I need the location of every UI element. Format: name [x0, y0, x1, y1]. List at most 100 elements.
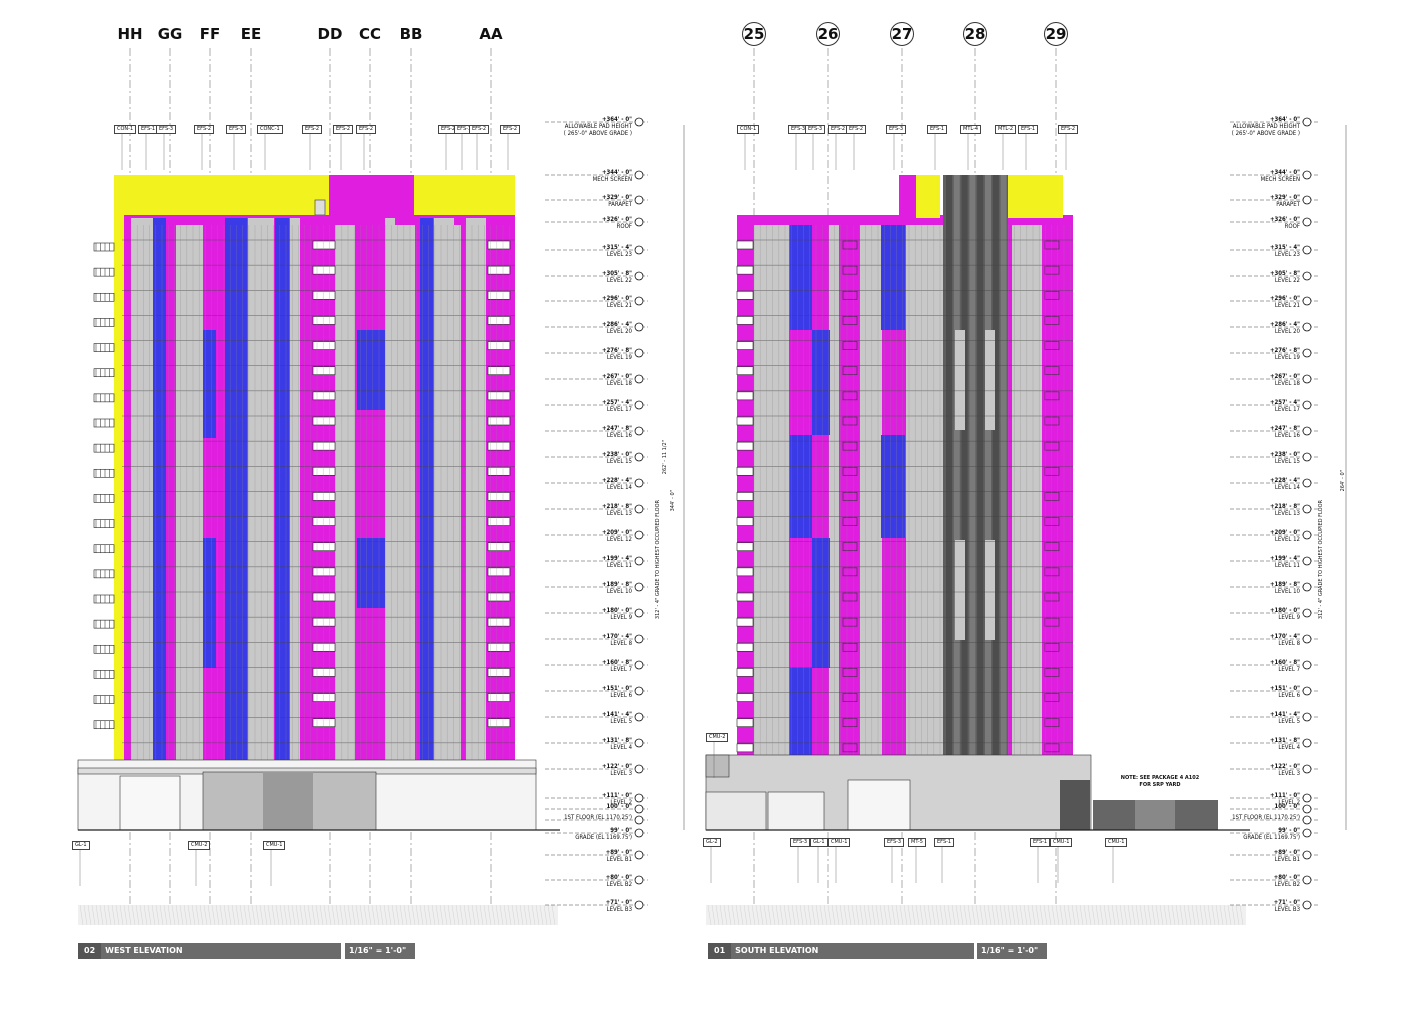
west-level-tag-5: +305' - 8" LEVEL 22 [562, 270, 632, 284]
level-name: LEVEL 19 [606, 354, 632, 361]
level-elevation: +122' - 0" [1269, 763, 1300, 770]
level-elevation: +267' - 0" [1269, 373, 1300, 380]
south-level-target [1302, 738, 1312, 748]
west-column-9 [420, 218, 433, 768]
west-ground-hatch-line [523, 904, 528, 926]
south-ground-hatch-line [1195, 904, 1200, 926]
west-dim-1: 262' - 11 1/2" [662, 440, 668, 475]
south-ground-hatch-line [875, 904, 880, 926]
level-elevation: +170' - 4" [601, 633, 632, 640]
west-ground-hatch-line [439, 904, 444, 926]
west-level-tag-0: +364' - 0" ALLOWABLE PAD HEIGHT ( 265'-0"… [562, 116, 632, 137]
west-ground-hatch-line [159, 904, 164, 926]
south-ground-hatch-line [1075, 904, 1080, 926]
south-bottom-tag-1: EFS-3 [790, 838, 811, 847]
south-balcony-mag-b-3 [1044, 316, 1060, 325]
south-balcony-mag-a-1 [842, 265, 858, 275]
south-ground-hatch-line [883, 904, 888, 926]
west-ground-hatch-line [475, 904, 480, 926]
level-elevation: +189' - 8" [1269, 581, 1300, 588]
south-srp-yard-gate [1135, 800, 1175, 830]
south-level-tag-21: +151' - 0" LEVEL 6 [1230, 685, 1300, 699]
west-balcony-left-18 [93, 695, 115, 704]
south-podium-glazing [705, 791, 767, 831]
level-name: LEVEL 13 [1274, 510, 1300, 517]
west-level-tag-3: +326' - 0" ROOF [562, 216, 632, 230]
south-ground-hatch-line [719, 904, 724, 926]
west-balcony-center-13 [312, 567, 336, 577]
west-level-target [634, 195, 644, 205]
south-window-strip-2 [860, 225, 882, 768]
west-ground-hatch-line [539, 904, 544, 926]
south-metal-stripe-7 [1000, 175, 1007, 770]
west-bottom-tag-1: CMU-2 [188, 841, 211, 850]
west-level-target [634, 686, 644, 696]
south-ground-hatch-line [879, 904, 884, 926]
south-metal-stripe-1 [953, 175, 960, 770]
level-elevation: +228' - 4" [601, 477, 632, 484]
south-podium-cmu [705, 754, 730, 778]
west-balcony-right-8 [487, 441, 511, 451]
west-level-target [634, 828, 644, 838]
west-level-tag-21: +151' - 0" LEVEL 6 [562, 685, 632, 699]
south-level-tag-14: +218' - 8" LEVEL 13 [1230, 503, 1300, 517]
south-ground-hatch-line [827, 904, 832, 926]
south-ground-hatch-line [735, 904, 740, 926]
west-ground-hatch-line [295, 904, 300, 926]
west-balcony-left-4 [93, 343, 115, 352]
west-top-tag-11: EFS-2 [469, 125, 490, 134]
west-ground-hatch-line [527, 904, 532, 926]
west-level-tag-16: +199' - 4" LEVEL 11 [562, 555, 632, 569]
south-level-target [1302, 504, 1312, 514]
south-ground-hatch-line [783, 904, 788, 926]
west-ground-hatch-line [91, 904, 96, 926]
south-balcony-mag-a-9 [842, 466, 858, 476]
south-ground-hatch-line [1215, 904, 1220, 926]
south-metal-stripe-3 [969, 175, 976, 770]
west-ground-hatch-line [315, 904, 320, 926]
west-balcony-left-19 [93, 720, 115, 730]
south-level-target [1302, 296, 1312, 306]
west-balcony-left-5 [93, 368, 115, 378]
west-level-target [634, 764, 644, 774]
south-ground-hatch-line [855, 904, 860, 926]
west-ground-hatch-line [147, 904, 152, 926]
south-balcony-mag-b-17 [1044, 668, 1060, 677]
west-ground-hatch-line [367, 904, 372, 926]
west-ground-hatch-line [131, 904, 136, 926]
west-level-tag-10: +257' - 4" LEVEL 17 [562, 399, 632, 413]
west-title: WEST ELEVATION [105, 946, 183, 955]
south-metal-stripe-4 [977, 175, 984, 770]
south-storefront [767, 791, 825, 831]
west-ground-hatch-line [415, 904, 420, 926]
south-balcony-mag-b-4 [1044, 341, 1060, 350]
south-ground-hatch-line [811, 904, 816, 926]
level-elevation: 99' - 0" [1278, 827, 1300, 834]
west-ground-hatch-line [275, 904, 280, 926]
south-balcony-left-20 [736, 743, 754, 753]
west-ground-hatch-line [163, 904, 168, 926]
south-balcony-mag-a-10 [842, 492, 858, 501]
level-name: LEVEL 23 [1274, 251, 1300, 258]
south-balcony-left-7 [736, 416, 754, 426]
south-balcony-left-12 [736, 542, 754, 552]
level-elevation: +111' - 0" [601, 792, 632, 799]
south-level-tag-7: +286' - 4" LEVEL 20 [1230, 321, 1300, 335]
west-level-target [634, 504, 644, 514]
south-level-tag-4: +315' - 4" LEVEL 23 [1230, 244, 1300, 258]
level-name: PARAPET [1276, 201, 1300, 208]
west-ground-hatch-line [375, 904, 380, 926]
west-ground-hatch-line [119, 904, 124, 926]
south-ground-hatch-line [1219, 904, 1224, 926]
south-top-tag-2: EFS-3 [805, 125, 826, 134]
level-elevation: +80' - 0" [1273, 874, 1300, 881]
south-ground-hatch-line [887, 904, 892, 926]
south-balcony-mag-a-20 [842, 743, 858, 753]
south-ground-hatch-line [1119, 904, 1124, 926]
south-ground-hatch-line [727, 904, 732, 926]
south-ground-hatch-line [1123, 904, 1128, 926]
level-name: LEVEL B3 [606, 906, 632, 913]
west-column-6 [290, 218, 300, 768]
west-column-7-0 [357, 330, 385, 410]
south-ground-hatch-line [1087, 904, 1092, 926]
